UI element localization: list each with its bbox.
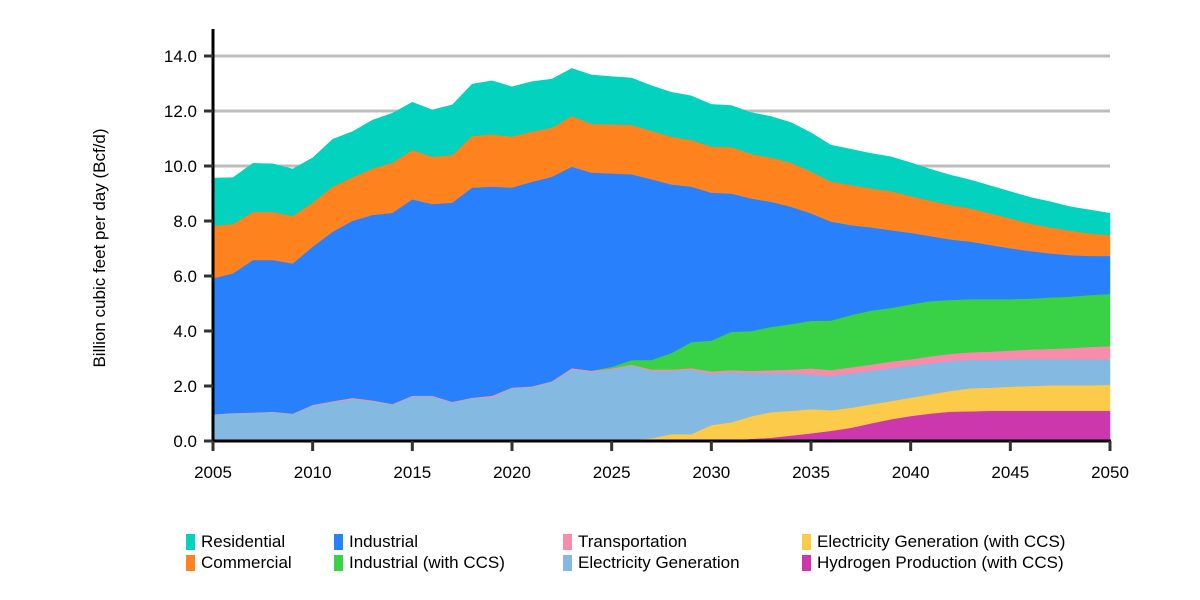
- x-tick-label: 2025: [593, 463, 631, 482]
- y-tick-label: 0.0: [173, 432, 197, 451]
- legend-item-electricity-generation-ccs[interactable]: Electricity Generation (with CCS): [802, 532, 1065, 552]
- area-residential: [212, 68, 1111, 236]
- legend: Residential Commercial Industrial Indust…: [186, 532, 1146, 576]
- legend-item-transportation[interactable]: Transportation: [563, 532, 687, 552]
- x-tick-label: 2010: [294, 463, 332, 482]
- x-axis-ticks: 2005 2010 2015 2020 2025 2030 2035 2040 2045 2050: [194, 441, 1129, 482]
- y-tick-label: 14.0: [164, 47, 197, 66]
- legend-swatch: [563, 555, 572, 571]
- x-tick-label: 2050: [1091, 463, 1129, 482]
- x-tick-label: 2015: [393, 463, 431, 482]
- legend-label: Industrial (with CCS): [349, 553, 505, 572]
- x-tick-label: 2030: [692, 463, 730, 482]
- y-tick-label: 4.0: [173, 322, 197, 341]
- y-tick-label: 10.0: [164, 157, 197, 176]
- legend-swatch: [186, 555, 195, 571]
- legend-item-industrial[interactable]: Industrial: [334, 532, 418, 552]
- y-tick-label: 2.0: [173, 377, 197, 396]
- legend-label: Hydrogen Production (with CCS): [817, 553, 1064, 572]
- legend-item-hydrogen-production-ccs[interactable]: Hydrogen Production (with CCS): [802, 553, 1064, 573]
- legend-label: Electricity Generation: [578, 553, 740, 572]
- legend-swatch: [334, 534, 343, 550]
- y-axis-title: Billion cubic feet per day (Bcf/d): [90, 128, 109, 367]
- legend-label: Commercial: [201, 553, 292, 572]
- legend-item-residential[interactable]: Residential: [186, 532, 285, 552]
- legend-label: Industrial: [349, 532, 418, 551]
- legend-label: Transportation: [578, 532, 687, 551]
- y-tick-label: 12.0: [164, 102, 197, 121]
- legend-swatch: [802, 534, 811, 550]
- x-tick-label: 2040: [892, 463, 930, 482]
- y-tick-label: 6.0: [173, 267, 197, 286]
- legend-swatch: [186, 534, 195, 550]
- legend-swatch: [563, 534, 572, 550]
- legend-item-electricity-generation[interactable]: Electricity Generation: [563, 553, 740, 573]
- y-tick-label: 8.0: [173, 212, 197, 231]
- legend-swatch: [802, 555, 811, 571]
- legend-swatch: [334, 555, 343, 571]
- x-tick-label: 2035: [792, 463, 830, 482]
- axes: [211, 29, 1111, 443]
- area-series: [212, 68, 1111, 442]
- legend-item-industrial-ccs[interactable]: Industrial (with CCS): [334, 553, 505, 573]
- legend-item-commercial[interactable]: Commercial: [186, 553, 292, 573]
- legend-label: Electricity Generation (with CCS): [817, 532, 1066, 551]
- x-tick-label: 2005: [194, 463, 232, 482]
- legend-label: Residential: [201, 532, 286, 551]
- x-tick-label: 2020: [493, 463, 531, 482]
- x-tick-label: 2045: [991, 463, 1029, 482]
- y-axis-ticks: 0.0 2.0 4.0 6.0 8.0 10.0 12.0 14.0: [164, 47, 213, 451]
